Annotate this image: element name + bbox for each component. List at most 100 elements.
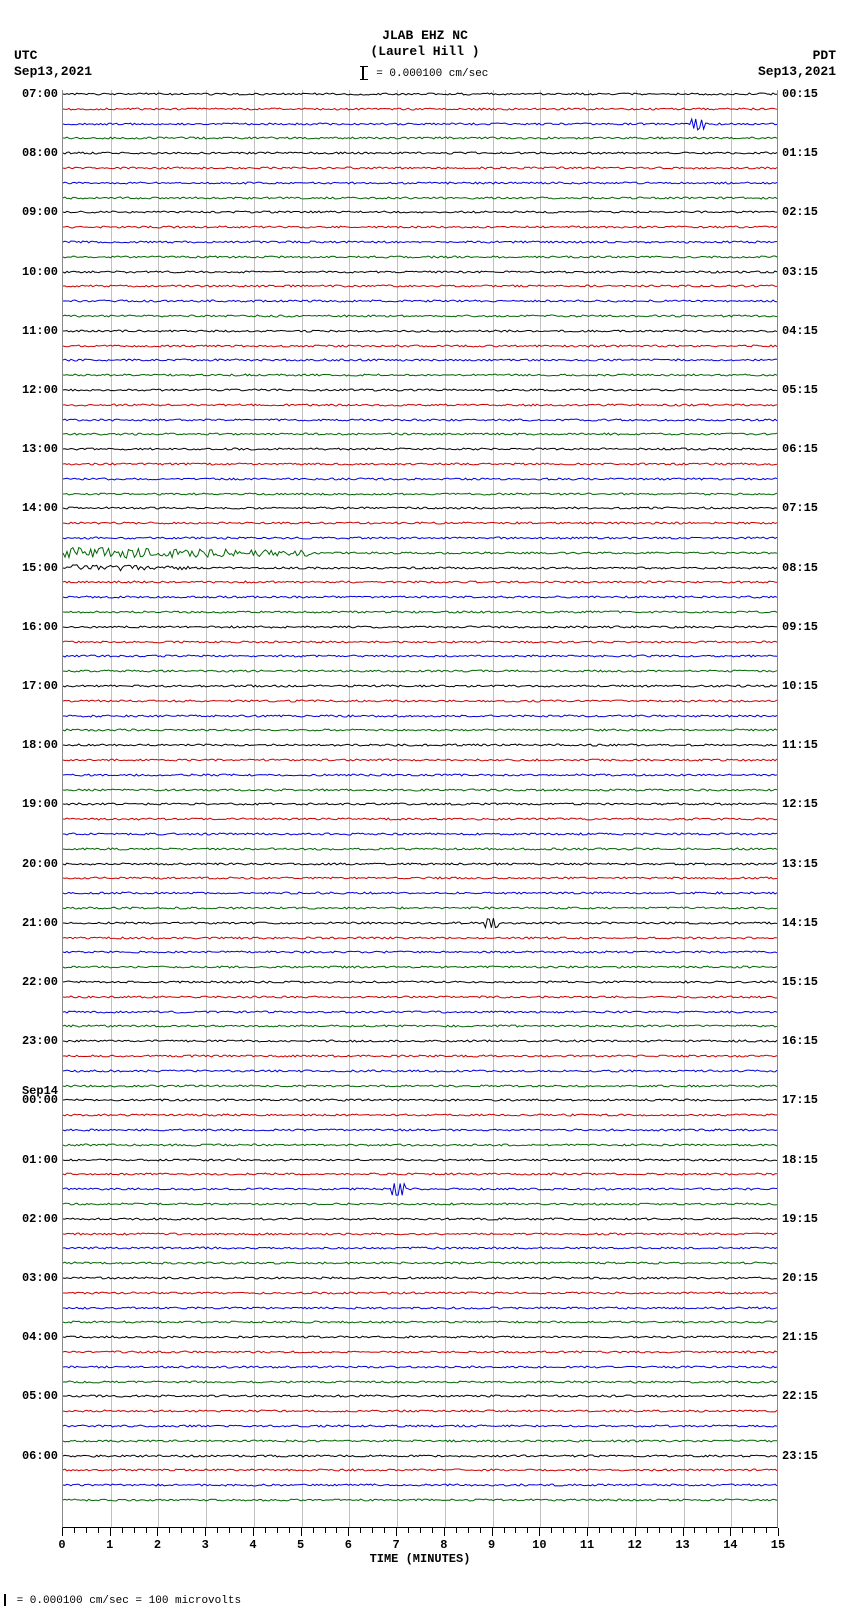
tz-left-label: UTC (14, 48, 92, 64)
x-tick-minor (384, 1528, 385, 1533)
x-tick-minor (468, 1528, 469, 1533)
x-tick-minor (623, 1528, 624, 1533)
x-tick (730, 1528, 731, 1536)
x-tick-minor (146, 1528, 147, 1533)
x-tick-label: 6 (345, 1538, 352, 1552)
x-tick-minor (277, 1528, 278, 1533)
time-label-utc: 04:00 (22, 1330, 58, 1344)
x-tick-minor (86, 1528, 87, 1533)
x-tick-minor (766, 1528, 767, 1533)
x-tick-label: 12 (628, 1538, 642, 1552)
x-tick-minor (325, 1528, 326, 1533)
footer-scale-text: = 0.000100 cm/sec = 100 microvolts (17, 1595, 241, 1607)
x-tick-minor (372, 1528, 373, 1533)
time-label-utc: 18:00 (22, 738, 58, 752)
x-tick-label: 5 (297, 1538, 304, 1552)
x-tick (539, 1528, 540, 1536)
time-label-utc: 01:00 (22, 1153, 58, 1167)
time-label-pdt: 04:15 (782, 324, 818, 338)
time-label-utc: 12:00 (22, 383, 58, 397)
x-tick-label: 2 (154, 1538, 161, 1552)
x-tick (157, 1528, 158, 1536)
x-tick-minor (169, 1528, 170, 1533)
time-label-utc: 17:00 (22, 679, 58, 693)
x-tick-minor (718, 1528, 719, 1533)
x-tick (635, 1528, 636, 1536)
x-tick-minor (193, 1528, 194, 1533)
time-label-pdt: 16:15 (782, 1034, 818, 1048)
timezone-right: PDT Sep13,2021 (758, 48, 836, 79)
time-label-pdt: 10:15 (782, 679, 818, 693)
scale-reference: = 0.000100 cm/sec (0, 66, 850, 80)
x-tick-minor (599, 1528, 600, 1533)
time-label-utc: 11:00 (22, 324, 58, 338)
time-label-utc: 10:00 (22, 265, 58, 279)
footer-scale: = 0.000100 cm/sec = 100 microvolts (0, 1594, 241, 1607)
time-label-utc: 09:00 (22, 205, 58, 219)
time-label-pdt: 06:15 (782, 442, 818, 456)
time-label-utc: 20:00 (22, 857, 58, 871)
x-tick-minor (504, 1528, 505, 1533)
x-tick-minor (480, 1528, 481, 1533)
x-tick-label: 10 (532, 1538, 546, 1552)
tz-right-date: Sep13,2021 (758, 64, 836, 80)
time-label-utc: 21:00 (22, 916, 58, 930)
x-tick-minor (241, 1528, 242, 1533)
x-tick-minor (647, 1528, 648, 1533)
station-code: JLAB EHZ NC (0, 28, 850, 44)
x-tick-minor (456, 1528, 457, 1533)
time-label-utc: 13:00 (22, 442, 58, 456)
time-label-utc: 23:00 (22, 1034, 58, 1048)
scale-bar-icon (362, 66, 364, 80)
x-tick (492, 1528, 493, 1536)
x-tick-label: 1 (106, 1538, 113, 1552)
footer-scale-bar-icon (4, 1594, 6, 1606)
station-location: (Laurel Hill ) (0, 44, 850, 60)
x-tick-label: 13 (675, 1538, 689, 1552)
x-tick (444, 1528, 445, 1536)
x-tick-minor (313, 1528, 314, 1533)
time-label-utc: 03:00 (22, 1271, 58, 1285)
x-tick-minor (432, 1528, 433, 1533)
time-label-pdt: 18:15 (782, 1153, 818, 1167)
x-tick (301, 1528, 302, 1536)
time-label-pdt: 07:15 (782, 501, 818, 515)
time-label-utc: 08:00 (22, 146, 58, 160)
x-tick-label: 8 (440, 1538, 447, 1552)
time-label-utc: 07:00 (22, 87, 58, 101)
time-label-pdt: 03:15 (782, 265, 818, 279)
x-tick-minor (742, 1528, 743, 1533)
time-label-pdt: 05:15 (782, 383, 818, 397)
x-tick-minor (551, 1528, 552, 1533)
x-axis: TIME (MINUTES) 0123456789101112131415 (62, 1528, 778, 1568)
time-label-pdt: 11:15 (782, 738, 818, 752)
x-tick-minor (265, 1528, 266, 1533)
x-tick-minor (408, 1528, 409, 1533)
x-axis-title: TIME (MINUTES) (62, 1552, 778, 1566)
x-tick-minor (134, 1528, 135, 1533)
time-label-utc: 19:00 (22, 797, 58, 811)
x-tick-minor (527, 1528, 528, 1533)
time-label-pdt: 12:15 (782, 797, 818, 811)
tz-right-label: PDT (758, 48, 836, 64)
time-label-pdt: 22:15 (782, 1389, 818, 1403)
time-label-pdt: 09:15 (782, 620, 818, 634)
tz-left-date: Sep13,2021 (14, 64, 92, 80)
x-tick-minor (694, 1528, 695, 1533)
x-tick (587, 1528, 588, 1536)
x-tick-label: 9 (488, 1538, 495, 1552)
x-tick-minor (563, 1528, 564, 1533)
x-tick-minor (706, 1528, 707, 1533)
time-label-utc: 02:00 (22, 1212, 58, 1226)
time-label-pdt: 20:15 (782, 1271, 818, 1285)
trace-line (63, 1485, 777, 1515)
x-tick-label: 7 (393, 1538, 400, 1552)
timezone-left: UTC Sep13,2021 (14, 48, 92, 79)
x-tick-minor (122, 1528, 123, 1533)
x-tick-minor (575, 1528, 576, 1533)
x-tick-minor (420, 1528, 421, 1533)
x-tick (396, 1528, 397, 1536)
time-label-pdt: 14:15 (782, 916, 818, 930)
x-tick-minor (98, 1528, 99, 1533)
x-tick (62, 1528, 63, 1536)
